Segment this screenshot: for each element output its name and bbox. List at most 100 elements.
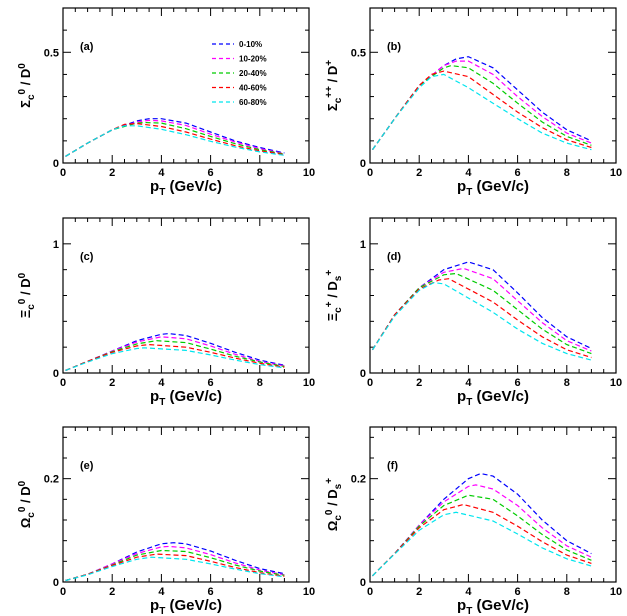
x-tick-label: 8	[564, 167, 570, 179]
y-tick-label: 0.2	[44, 474, 59, 486]
panel-label: (b)	[387, 41, 401, 53]
y-tick-label: 0.2	[351, 474, 366, 486]
panel-label: (f)	[387, 460, 398, 472]
panel-f: 0 2 4 6 8 10 0 0.2 (f) pT (GeV/c) Ωc0 / Ds+	[324, 426, 622, 616]
series-line-20-40%	[372, 494, 592, 577]
x-tick-label: 10	[610, 586, 622, 598]
x-tick-label: 2	[109, 377, 115, 389]
panel-a: 0 2 4 6 8 10 0 0.5 (a) pT (GeV/c) Σc0 / D0 0-10% 10-…	[17, 7, 315, 198]
x-tick-label: 6	[208, 377, 214, 389]
x-tick-label: 4	[158, 167, 165, 179]
y-tick-label: 0	[360, 368, 366, 380]
x-tick-label: 4	[465, 377, 472, 389]
x-tick-label: 10	[303, 377, 315, 389]
y-axis-label: Ξc0 / D0	[17, 272, 37, 318]
x-tick-label: 8	[257, 167, 263, 179]
legend: 0-10% 10-20% 20-40% 40-60% 60-80%	[212, 40, 267, 107]
x-tick-label: 6	[515, 377, 521, 389]
panel-d: 0 2 4 6 8 10 0 1 (d) pT (GeV/c) Ξc+ / Ds+	[324, 217, 622, 408]
x-axis-label: pT (GeV/c)	[150, 388, 222, 408]
series-line-10-20%	[371, 267, 592, 352]
series-line-40-60%	[372, 70, 592, 151]
x-tick-label: 0	[60, 167, 66, 179]
series-line-0-10%	[65, 332, 285, 371]
x-tick-label: 10	[303, 586, 315, 598]
x-axis-label: pT (GeV/c)	[457, 178, 529, 198]
legend-entry: 0-10%	[239, 40, 262, 49]
plot-frame	[62, 7, 310, 164]
legend-entry: 20-40%	[239, 69, 267, 78]
x-tick-label: 2	[109, 586, 115, 598]
x-tick-label: 0	[60, 586, 66, 598]
series-line-10-20%	[65, 336, 285, 371]
series-line-20-40%	[371, 272, 592, 355]
x-tick-label: 6	[515, 586, 521, 598]
series-line-20-40%	[65, 340, 285, 371]
plot-frame	[369, 426, 617, 583]
y-tick-label: 0	[53, 158, 59, 170]
plot-frame	[369, 217, 617, 374]
y-axis-label: Ωc0 / Ds+	[324, 478, 344, 531]
series-line-60-80%	[371, 281, 592, 361]
y-axis-label: Σc++ / D+	[324, 60, 344, 111]
y-tick-label: 1	[53, 239, 59, 251]
panel-label: (c)	[80, 251, 94, 263]
panel-label: (a)	[80, 41, 94, 53]
x-tick-label: 2	[416, 167, 422, 179]
x-tick-label: 4	[158, 377, 165, 389]
series-line-10-20%	[372, 60, 592, 151]
series-line-40-60%	[65, 553, 285, 582]
y-tick-label: 0	[360, 577, 366, 589]
series-line-0-10%	[65, 542, 285, 582]
y-axis-label: Ξc+ / Ds+	[324, 270, 344, 322]
panel-b: 0 2 4 6 8 10 0 0.5 (b) pT (GeV/c) Σc++ / D+	[324, 7, 622, 198]
y-tick-label: 1	[360, 239, 366, 251]
x-tick-label: 4	[158, 586, 165, 598]
y-tick-label: 0.5	[351, 47, 366, 59]
series-line-60-80%	[372, 73, 592, 151]
series-line-20-40%	[65, 121, 285, 157]
x-tick-label: 6	[515, 167, 521, 179]
x-tick-label: 6	[208, 586, 214, 598]
y-axis-label: Ωc0 / D0	[17, 480, 37, 528]
series-line-40-60%	[372, 503, 592, 577]
x-axis-label: pT (GeV/c)	[150, 178, 222, 198]
x-tick-label: 10	[610, 167, 622, 179]
panel-c: 0 2 4 6 8 10 0 1 (c) pT (GeV/c) Ξc0 / D0	[17, 217, 315, 408]
x-tick-label: 8	[257, 377, 263, 389]
series-line-40-60%	[65, 343, 285, 371]
x-tick-label: 8	[257, 586, 263, 598]
y-tick-label: 0	[360, 158, 366, 170]
x-tick-label: 0	[367, 167, 373, 179]
x-tick-label: 8	[564, 586, 570, 598]
y-tick-label: 0	[53, 577, 59, 589]
x-tick-label: 6	[208, 167, 214, 179]
y-tick-label: 0.5	[44, 47, 59, 59]
series-line-60-80%	[372, 511, 592, 577]
y-axis-label: Σc0 / D0	[17, 63, 37, 108]
y-tick-label: 0	[53, 368, 59, 380]
legend-entry: 10-20%	[239, 55, 267, 64]
x-tick-label: 4	[465, 167, 472, 179]
x-axis-label: pT (GeV/c)	[457, 388, 529, 408]
panel-label: (d)	[387, 251, 401, 263]
x-tick-label: 2	[416, 586, 422, 598]
series-line-0-10%	[372, 472, 592, 577]
plot-frame	[62, 217, 310, 374]
panel-e: 0 2 4 6 8 10 0 0.2 (e) pT (GeV/c) Ωc0 / D0	[17, 426, 315, 616]
x-tick-label: 2	[416, 377, 422, 389]
series-line-10-20%	[372, 484, 592, 577]
series-line-10-20%	[65, 119, 285, 157]
series-line-40-60%	[65, 122, 285, 157]
series-line-40-60%	[371, 278, 592, 359]
series-line-60-80%	[65, 556, 285, 582]
x-tick-label: 2	[109, 167, 115, 179]
x-tick-label: 0	[367, 586, 373, 598]
x-axis-label: pT (GeV/c)	[150, 597, 222, 616]
x-tick-label: 4	[465, 586, 472, 598]
series-line-20-40%	[372, 64, 592, 151]
x-tick-label: 10	[610, 377, 622, 389]
legend-entry: 60-80%	[239, 98, 267, 107]
x-tick-label: 10	[303, 167, 315, 179]
